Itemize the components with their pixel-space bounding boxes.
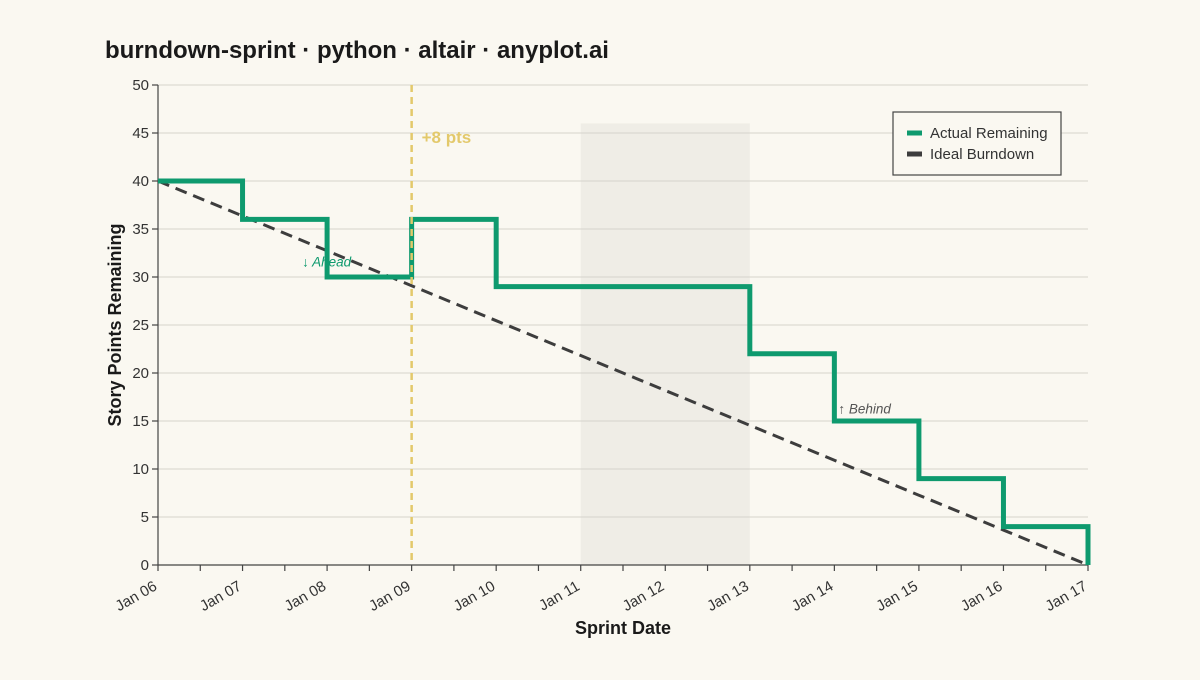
y-tick-label: 10 — [132, 461, 149, 478]
behind-label: ↑ Behind — [838, 402, 891, 417]
actual-remaining-line — [158, 178, 1091, 565]
x-tick-label: Jan 15 — [873, 578, 921, 615]
y-tick-label: 15 — [132, 413, 149, 430]
x-tick-label: Jan 11 — [536, 578, 583, 615]
y-tick-label: 20 — [132, 365, 149, 382]
scope-change-label: +8 pts — [422, 128, 472, 147]
legend-label: Ideal Burndown — [930, 146, 1034, 163]
y-tick-label: 25 — [132, 317, 149, 334]
x-tick-label: Jan 13 — [704, 578, 752, 615]
y-tick-label: 0 — [141, 557, 149, 574]
ideal-burndown-line — [157, 179, 1089, 567]
y-tick-label: 35 — [132, 221, 149, 238]
ahead-label: ↓ Ahead — [302, 255, 352, 270]
x-tick-label: Jan 17 — [1042, 578, 1090, 615]
y-tick-label: 45 — [132, 125, 149, 142]
legend-box — [892, 111, 1062, 176]
y-tick-label: 30 — [132, 269, 149, 286]
y-tick-label: 40 — [132, 173, 149, 190]
x-tick-label: Jan 09 — [366, 578, 414, 615]
x-tick-label: Jan 08 — [282, 578, 330, 615]
series-layer — [157, 178, 1091, 567]
x-tick-label: Jan 12 — [620, 578, 668, 615]
y-tick-label: 5 — [141, 509, 149, 526]
y-axis-title: Story Points Remaining — [105, 223, 125, 426]
x-tick-label: Jan 07 — [197, 578, 245, 615]
annotations: +8 pts ↓ Ahead ↑ Behind — [302, 85, 891, 565]
weekend-band-layer — [580, 123, 750, 566]
weekend-band — [580, 123, 750, 566]
legend-label: Actual Remaining — [930, 125, 1048, 142]
x-axis-title: Sprint Date — [575, 618, 671, 638]
x-tick-label: Jan 10 — [451, 578, 499, 615]
x-tick-label: Jan 06 — [112, 578, 160, 615]
chart-title: burndown-sprint · python · altair · anyp… — [105, 37, 609, 64]
y-tick-label: 50 — [132, 77, 149, 94]
x-tick-label: Jan 14 — [789, 578, 837, 615]
x-tick-label: Jan 16 — [958, 578, 1006, 615]
legend: Actual Remaining Ideal Burndown — [892, 111, 1062, 176]
